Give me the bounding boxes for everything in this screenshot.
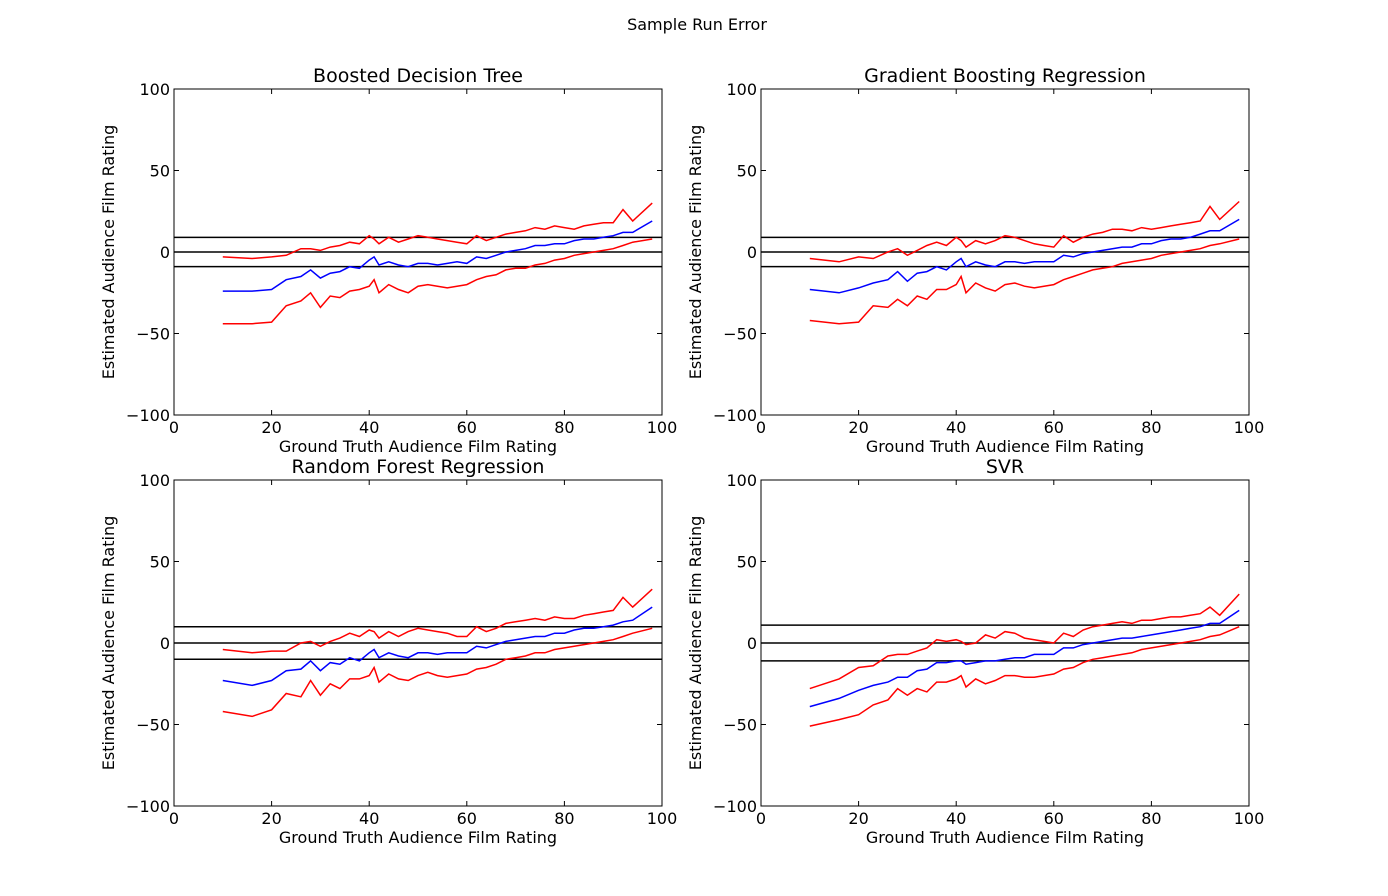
series-line-upper [809, 593, 1240, 690]
series-line-lower [222, 238, 653, 325]
y-tick-label: −50 [136, 325, 170, 344]
y-tick-label: 50 [150, 553, 170, 572]
y-axis-label: Estimated Audience Film Rating [686, 516, 705, 771]
x-axis-label: Ground Truth Audience Film Rating [279, 828, 557, 847]
x-tick-label: 60 [1044, 809, 1064, 828]
series-line-upper [222, 588, 653, 654]
y-tick-label: 0 [747, 243, 757, 262]
x-axis-label: Ground Truth Audience Film Rating [866, 437, 1144, 456]
x-tick-label: 40 [359, 418, 379, 437]
subplot-title: SVR [986, 456, 1024, 478]
y-tick-label: −50 [723, 325, 757, 344]
series-line-upper [809, 200, 1240, 263]
y-tick-label: −100 [713, 406, 757, 425]
y-axis-label: Estimated Audience Film Rating [99, 516, 118, 771]
y-tick-label: 0 [747, 634, 757, 653]
y-tick-label: 50 [737, 162, 757, 181]
x-tick-label: 60 [457, 418, 477, 437]
subplot-4: SVR 0 20 40 60 80 100 100 50 0 −50 −100 Ground Truth… [686, 456, 1264, 847]
series-line-lower [809, 238, 1240, 325]
x-tick-label: 100 [647, 809, 678, 828]
y-tick-label: −50 [723, 716, 757, 735]
y-axis-label: Estimated Audience Film Rating [99, 125, 118, 380]
y-tick-label: −50 [136, 716, 170, 735]
subplot-title: Gradient Boosting Regression [864, 65, 1146, 87]
x-tick-label: 0 [169, 809, 179, 828]
x-tick-label: 80 [554, 418, 574, 437]
series-line-mean [222, 606, 653, 687]
y-tick-label: 50 [150, 162, 170, 181]
x-tick-label: 80 [1141, 418, 1161, 437]
x-tick-label: 40 [946, 809, 966, 828]
subplot-3: Random Forest Regression 0 20 40 60 80 100 100 5… [99, 456, 677, 847]
x-tick-label: 20 [848, 418, 868, 437]
figure-suptitle: Sample Run Error [627, 15, 767, 34]
y-axis-label: Estimated Audience Film Rating [686, 125, 705, 380]
y-tick-label: 100 [139, 80, 170, 99]
series-line-lower [809, 626, 1240, 727]
x-tick-label: 40 [946, 418, 966, 437]
x-tick-label: 0 [756, 809, 766, 828]
series-line-mean [809, 609, 1240, 708]
x-tick-label: 20 [261, 418, 281, 437]
x-tick-label: 80 [554, 809, 574, 828]
x-tick-label: 20 [848, 809, 868, 828]
series-line-mean [809, 218, 1240, 294]
x-axis-label: Ground Truth Audience Film Rating [279, 437, 557, 456]
subplot-title: Boosted Decision Tree [313, 65, 523, 87]
subplot-2: Gradient Boosting Regression 0 20 40 60 80 100… [686, 65, 1264, 456]
series-line-mean [222, 220, 653, 292]
series-line-lower [222, 627, 653, 718]
x-tick-label: 60 [1044, 418, 1064, 437]
x-axis-label: Ground Truth Audience Film Rating [866, 828, 1144, 847]
y-tick-label: 0 [160, 634, 170, 653]
x-tick-label: 100 [1234, 809, 1265, 828]
y-tick-label: 100 [726, 471, 757, 490]
y-tick-label: 100 [139, 471, 170, 490]
x-tick-label: 100 [1234, 418, 1265, 437]
y-tick-label: −100 [126, 797, 170, 816]
x-tick-label: 80 [1141, 809, 1161, 828]
y-tick-label: 0 [160, 243, 170, 262]
y-tick-label: −100 [126, 406, 170, 425]
x-tick-label: 20 [261, 809, 281, 828]
x-tick-label: 0 [756, 418, 766, 437]
x-tick-label: 40 [359, 809, 379, 828]
y-tick-label: −100 [713, 797, 757, 816]
x-tick-label: 100 [647, 418, 678, 437]
y-tick-label: 100 [726, 80, 757, 99]
series-line-upper [222, 202, 653, 260]
x-tick-label: 60 [457, 809, 477, 828]
y-tick-label: 50 [737, 553, 757, 572]
subplot-title: Random Forest Regression [292, 456, 545, 478]
x-tick-label: 0 [169, 418, 179, 437]
